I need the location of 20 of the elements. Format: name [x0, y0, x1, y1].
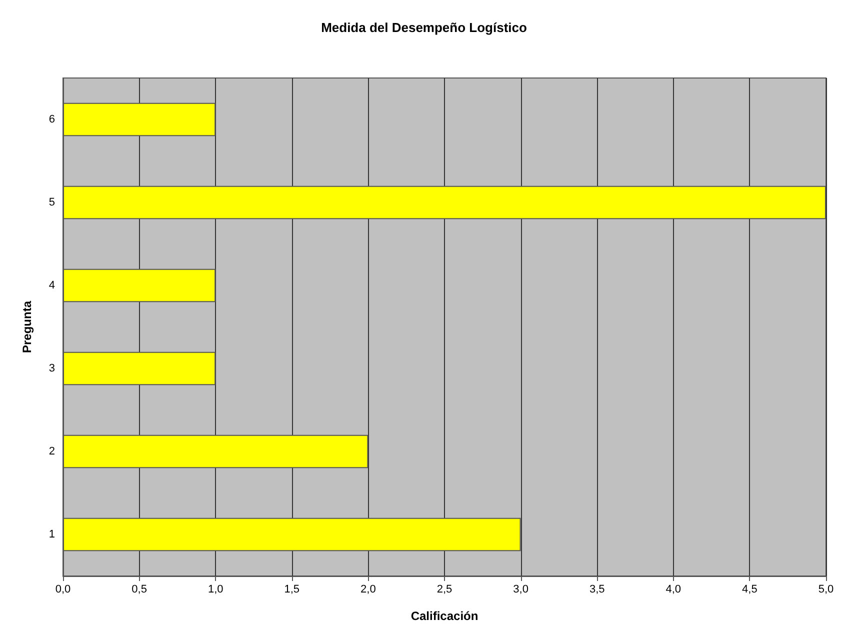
y-tick-label: 2: [48, 446, 55, 458]
x-tick-label: 2,5: [436, 584, 452, 596]
x-tick-label: 3,0: [513, 584, 528, 596]
x-tick-label: 4,5: [742, 584, 758, 596]
y-tick-label: 1: [48, 528, 55, 540]
y-tick-label: 6: [48, 114, 55, 126]
x-tick-label: 2,0: [360, 584, 376, 596]
x-tick-label: 5,0: [818, 584, 834, 596]
x-tick-label: 3,5: [589, 584, 605, 596]
x-axis-title: Calificación: [410, 609, 478, 623]
y-tick-label: 3: [48, 362, 55, 374]
y-tick-label: 4: [48, 280, 55, 292]
x-tick-label: 1,5: [284, 584, 300, 596]
x-tick-label: 1,0: [208, 584, 224, 596]
y-tick-label: 5: [48, 196, 55, 208]
x-tick-label: 4,0: [666, 584, 682, 596]
chart-title: Medida del Desempeño Logístico: [321, 20, 527, 35]
x-tick-label: 0,0: [55, 584, 71, 596]
x-tick-label: 0,5: [132, 584, 147, 596]
y-axis-title: Pregunta: [20, 300, 34, 354]
